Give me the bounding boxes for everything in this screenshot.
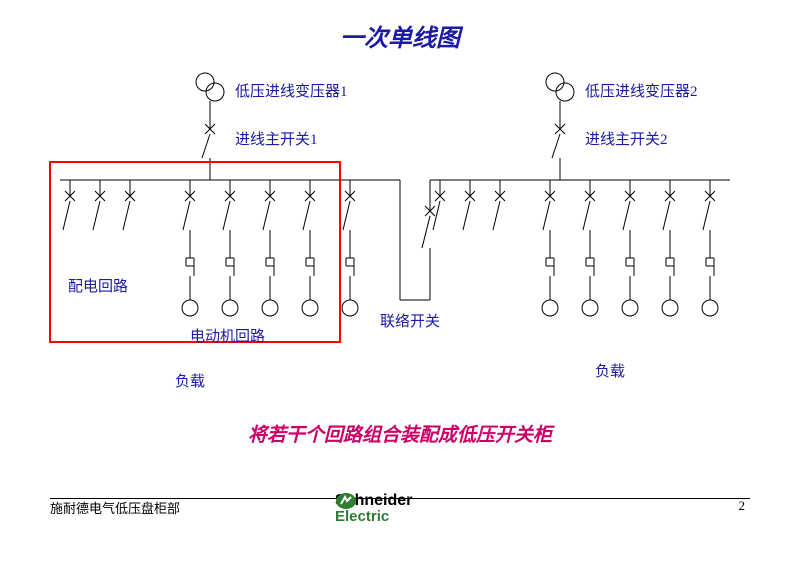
label-load-right: 负载 [595,360,625,381]
label-transformer2: 低压进线变压器2 [585,80,698,101]
logo-icon [335,492,357,510]
label-main-switch2: 进线主开关2 [585,128,668,149]
subtitle: 将若干个回路组合装配成低压开关柜 [0,420,800,447]
highlight-box [50,162,340,342]
label-transformer1: 低压进线变压器1 [235,80,348,101]
page-number: 2 [739,498,746,514]
label-tie-switch: 联络开关 [380,310,440,331]
schneider-logo: Schneider Electric [335,492,412,525]
label-dist-circuit: 配电回路 [68,275,128,296]
label-main-switch1: 进线主开关1 [235,128,318,149]
footer-text: 施耐德电气低压盘柜部 [50,498,180,517]
label-motor-circuit: 电动机回路 [190,325,265,346]
label-load-left: 负载 [175,370,205,391]
logo-text-bottom: Electric [335,508,389,525]
